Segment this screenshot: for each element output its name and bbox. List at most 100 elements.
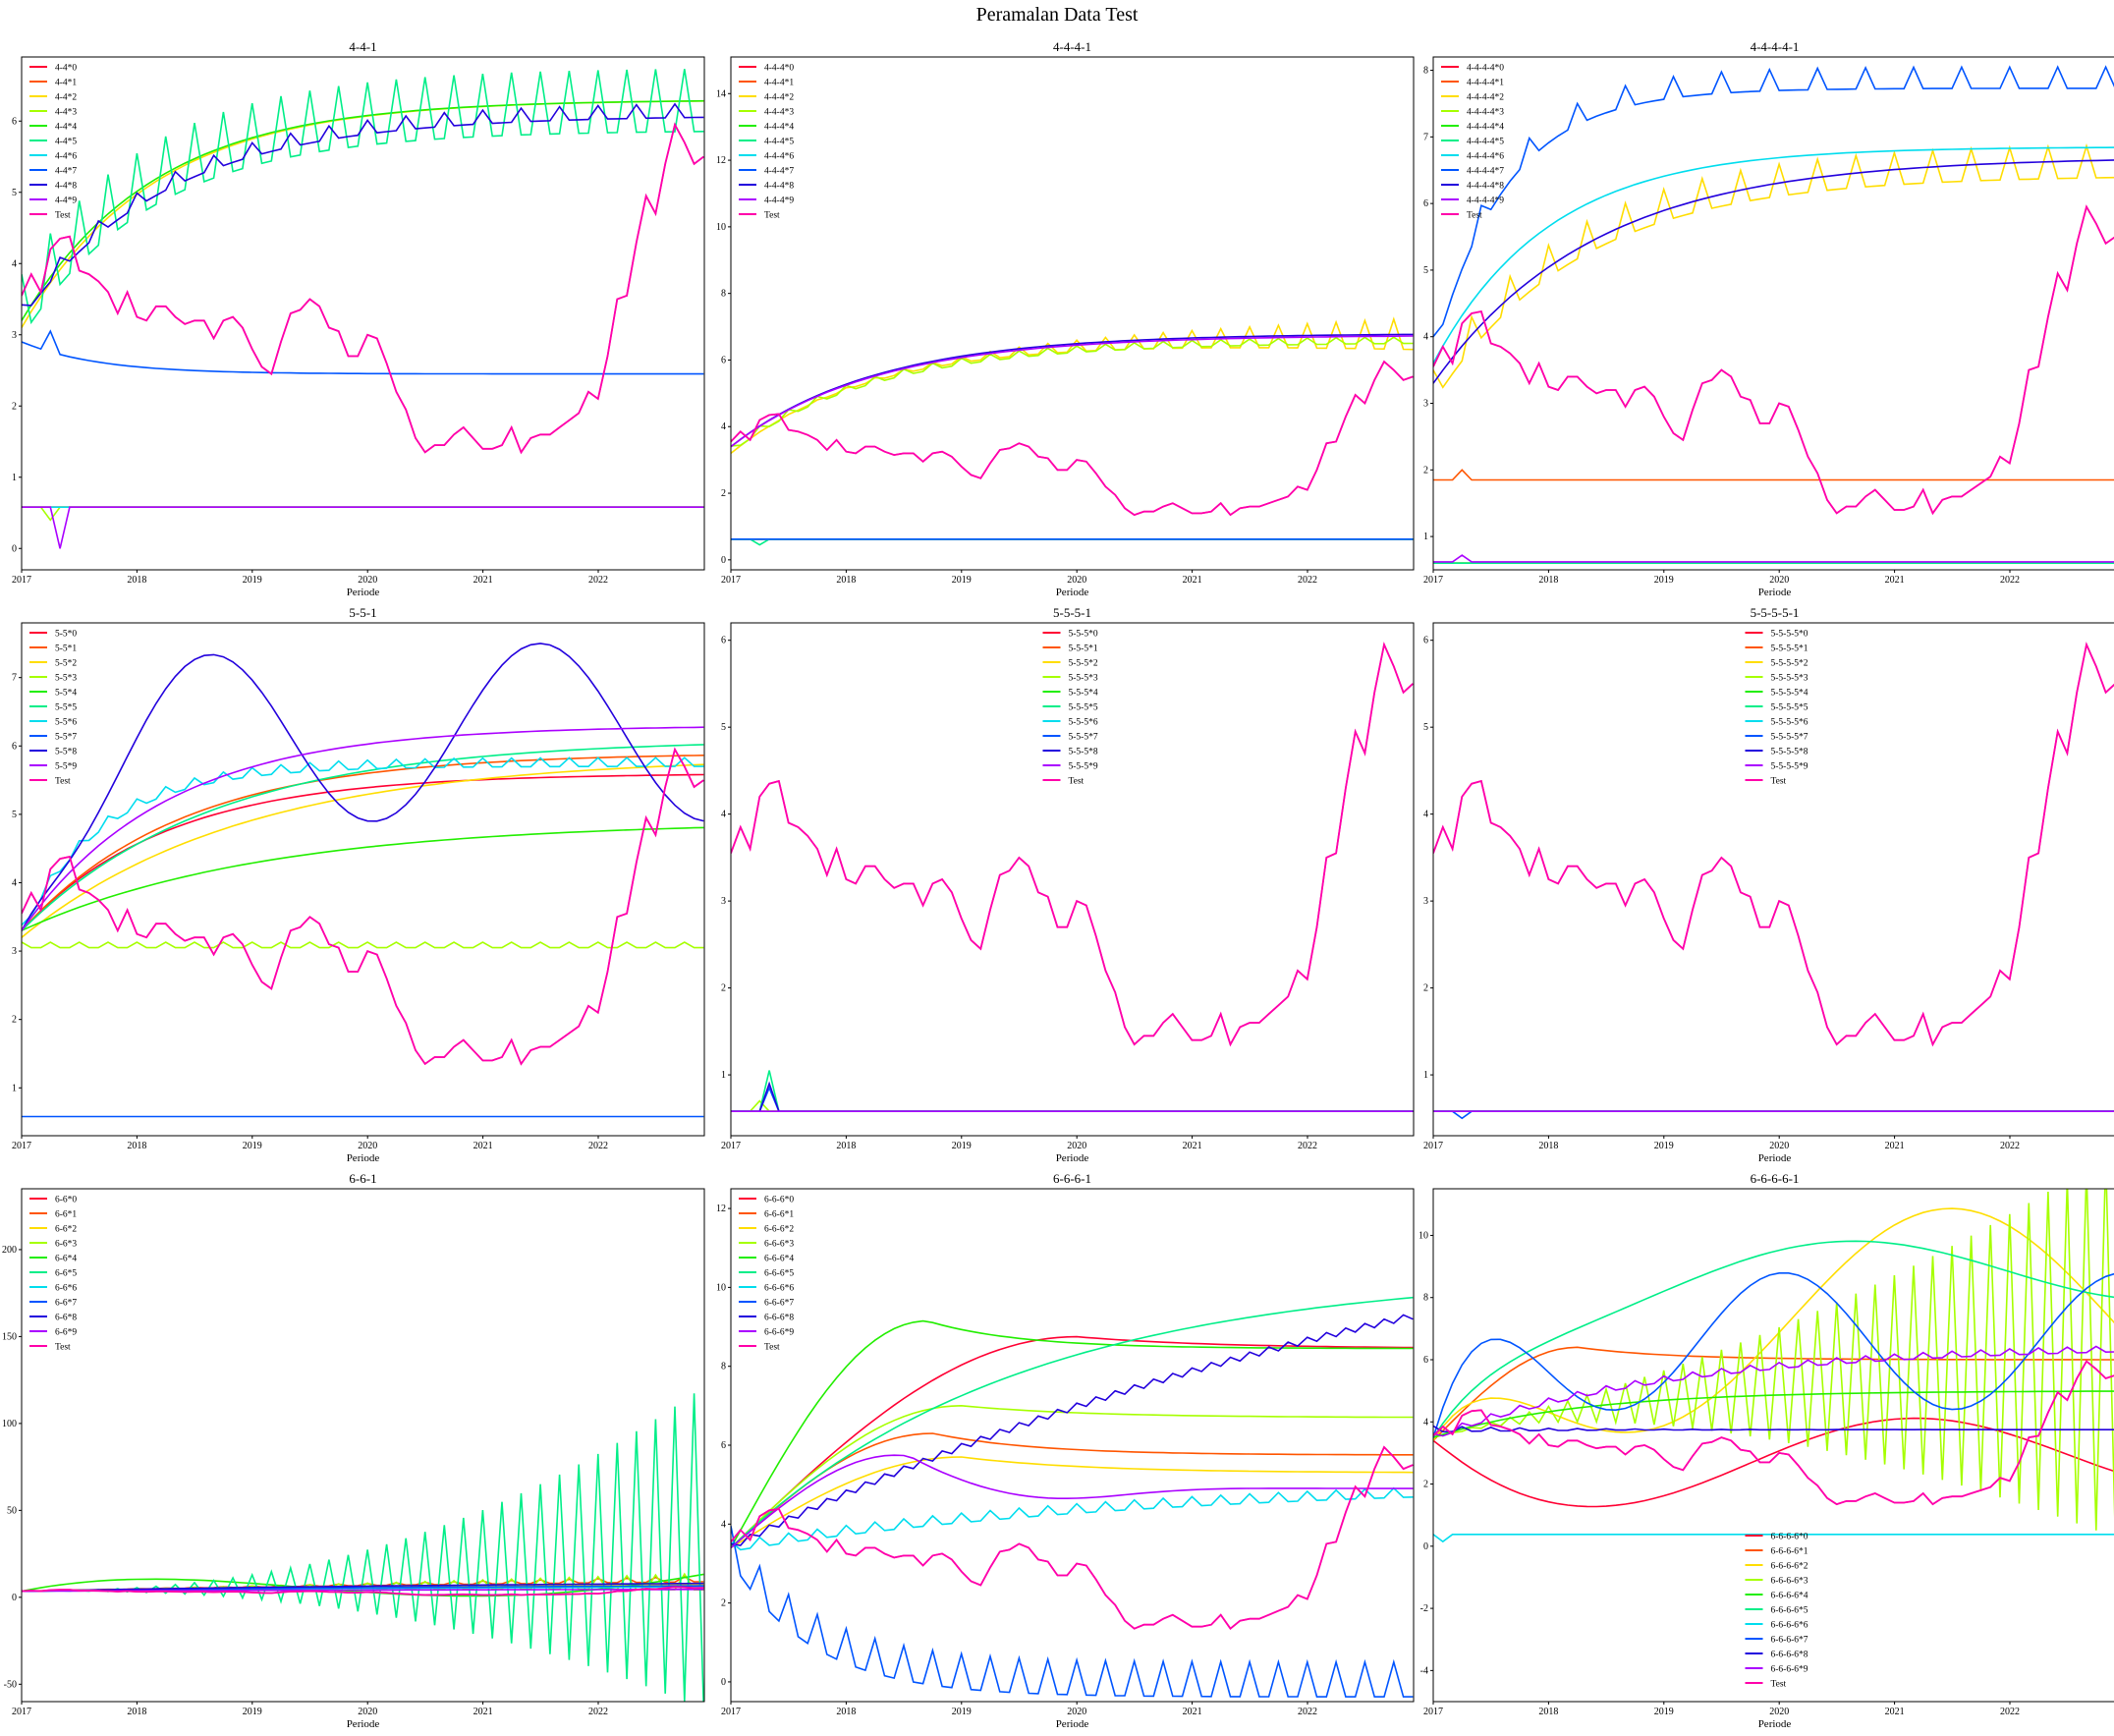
legend-label: 4-4*5 xyxy=(55,138,77,147)
legend-label: 5-5-5*4 xyxy=(1069,689,1098,699)
legend-label: 4-4-4-4*1 xyxy=(1467,79,1504,88)
x-tick-label: 2020 xyxy=(358,1707,377,1717)
subplot-5-5-5-5-1: 5-5-5-5-1 2017 2018 2019 2020 2021 2022 1 2 3 4 5 6 P… xyxy=(1412,603,2114,1165)
y-tick-label: 0 xyxy=(1423,1541,1428,1552)
y-tick-label: 10 xyxy=(716,222,726,233)
y-tick-label: 6 xyxy=(721,1440,726,1451)
y-tick-label: 10 xyxy=(716,1282,726,1293)
legend-label: 4-4-4-4*7 xyxy=(1467,167,1504,177)
x-tick-label: 2017 xyxy=(1423,1141,1443,1151)
legend-label: 5-5-5-5*5 xyxy=(1771,703,1808,713)
y-tick-label: 7 xyxy=(1423,132,1428,142)
x-tick-label: 2022 xyxy=(1298,575,1317,586)
subplot-title: 6-6-6-6-1 xyxy=(1751,1171,1800,1186)
x-tick-label: 2019 xyxy=(1654,1707,1674,1717)
legend-label: 6-6-6-6*2 xyxy=(1771,1562,1808,1572)
legend-label: 4-4-4*1 xyxy=(764,79,794,88)
legend: 4-4-4-4*0 4-4-4-4*1 4-4-4-4*2 4-4-4-4*3 4-4-… xyxy=(1441,64,1504,221)
x-tick-label: 2017 xyxy=(12,1141,31,1151)
subplot-title: 5-5-1 xyxy=(349,605,376,620)
series-line-4-4*4 xyxy=(22,99,704,321)
legend-label: 6-6-6-6*0 xyxy=(1771,1533,1808,1542)
series-line-test-top xyxy=(1433,642,2114,1047)
subplot-svg: 5-5-5-1 2017 2018 2019 2020 2021 2022 1 2 3 4 5 6 Per… xyxy=(721,605,1415,1164)
x-tick-label: 2021 xyxy=(473,575,493,586)
legend-label: 6-6-6*9 xyxy=(764,1328,794,1338)
x-tick-label: 2017 xyxy=(1423,575,1443,586)
y-tick-label: 2 xyxy=(1423,983,1428,994)
series-line-4-4*3 xyxy=(22,506,704,522)
axes-frame xyxy=(730,56,1415,571)
x-tick-label: 2018 xyxy=(1538,1707,1558,1717)
legend-label: 5-5*2 xyxy=(55,659,77,669)
legend-label: 5-5-5-5*6 xyxy=(1771,718,1808,728)
series-line-Test xyxy=(1433,204,2114,516)
x-axis-label: Periode xyxy=(347,1152,380,1164)
legend-label: Test xyxy=(55,211,71,221)
series-line-test-top xyxy=(731,1445,1414,1631)
y-tick-label: 5 xyxy=(1423,722,1428,733)
legend-label: 4-4-4-4*3 xyxy=(1467,108,1504,118)
axes-frame xyxy=(730,622,1415,1137)
axes-frame xyxy=(21,1188,705,1703)
series-line-5-5-5*7 xyxy=(731,1086,1414,1112)
y-tick-label: 3 xyxy=(12,946,17,957)
y-tick-label: 4 xyxy=(721,810,726,820)
y-tick-label: 0 xyxy=(721,1677,726,1688)
legend-label: 4-4*3 xyxy=(55,108,77,118)
y-tick-label: 5 xyxy=(12,188,17,198)
legend-label: 6-6*7 xyxy=(55,1299,77,1309)
legend-label: 4-4-4-4*2 xyxy=(1467,93,1504,103)
axes-frame xyxy=(1432,1188,2114,1703)
legend-label: 6-6*3 xyxy=(55,1240,77,1250)
legend-label: 6-6*1 xyxy=(55,1210,77,1220)
legend-label: 6-6-6-6*5 xyxy=(1771,1606,1808,1616)
subplot-svg: 6-6-6-6-1 2017 2018 2019 2020 2021 2022 -4 -2 0 2 4… xyxy=(1419,1171,2114,1730)
legend-label: 5-5-5-5*0 xyxy=(1771,630,1808,640)
subplot-6-6-6-1: 6-6-6-1 2017 2018 2019 2020 2021 2022 0 2 4 6 8 10 12… xyxy=(709,1169,1431,1731)
legend-label: 5-5-5-5*7 xyxy=(1771,733,1808,743)
x-tick-label: 2021 xyxy=(473,1141,493,1151)
subplot-svg: 5-5-1 2017 2018 2019 2020 2021 2022 1 2 3 4 5 6 7 Peri… xyxy=(12,605,705,1164)
legend-label: 6-6-6*7 xyxy=(764,1299,794,1309)
legend-label: 5-5*7 xyxy=(55,733,77,743)
legend-label: 5-5*8 xyxy=(55,748,77,757)
y-tick-label: 4 xyxy=(721,1519,726,1530)
series-line-6-6-6-6*6 xyxy=(1433,1534,2114,1543)
x-tick-label: 2017 xyxy=(12,575,31,586)
y-tick-label: 14 xyxy=(716,88,726,99)
subplot-6-6-1: 6-6-1 2017 2018 2019 2020 2021 2022 -50 0 50 100 15… xyxy=(0,1169,722,1731)
legend-label: 4-4*2 xyxy=(55,93,77,103)
legend-label: 6-6*4 xyxy=(55,1255,77,1264)
x-tick-label: 2020 xyxy=(1769,1707,1789,1717)
legend-label: Test xyxy=(764,1343,780,1353)
y-tick-label: 3 xyxy=(12,330,17,341)
series-line-5-5*2 xyxy=(22,763,704,938)
x-tick-label: 2021 xyxy=(1885,575,1905,586)
series-line-4-4-4*9 xyxy=(731,335,1414,448)
legend-label: 6-6*5 xyxy=(55,1269,77,1279)
x-tick-label: 2021 xyxy=(1183,1707,1202,1717)
series-line-Test xyxy=(731,360,1414,517)
legend-label: 5-5*4 xyxy=(55,689,77,699)
x-tick-label: 2017 xyxy=(721,1141,741,1151)
series-line-5-5*8 xyxy=(22,643,704,931)
series-line-4-4*5 xyxy=(22,69,704,325)
x-tick-label: 2022 xyxy=(2000,575,2020,586)
x-tick-label: 2021 xyxy=(1183,1141,1202,1151)
x-tick-label: 2021 xyxy=(1183,575,1202,586)
series-line-4-4-4-4*8 xyxy=(1433,159,2114,384)
y-tick-label: 6 xyxy=(721,355,726,365)
legend-label: 6-6-6*3 xyxy=(764,1240,794,1250)
series-line-test-top xyxy=(22,122,704,455)
legend-label: 6-6-6-6*6 xyxy=(1771,1621,1808,1631)
x-tick-label: 2021 xyxy=(473,1707,493,1717)
legend-label: 4-4-4-4*6 xyxy=(1467,152,1504,162)
y-tick-label: 6 xyxy=(721,636,726,646)
axes-frame xyxy=(21,622,705,1137)
y-tick-label: 50 xyxy=(7,1505,17,1516)
series-line-6-6-6*9 xyxy=(731,1454,1414,1549)
subplot-4-4-4-4-1: 4-4-4-4-1 2017 2018 2019 2020 2021 2022 1 2 3 4 5 6 7… xyxy=(1412,37,2114,599)
legend-label: 5-5-5-5*1 xyxy=(1771,644,1808,654)
subplot-5-5-1: 5-5-1 2017 2018 2019 2020 2021 2022 1 2 3 4 5 6 7 Peri… xyxy=(0,603,722,1165)
